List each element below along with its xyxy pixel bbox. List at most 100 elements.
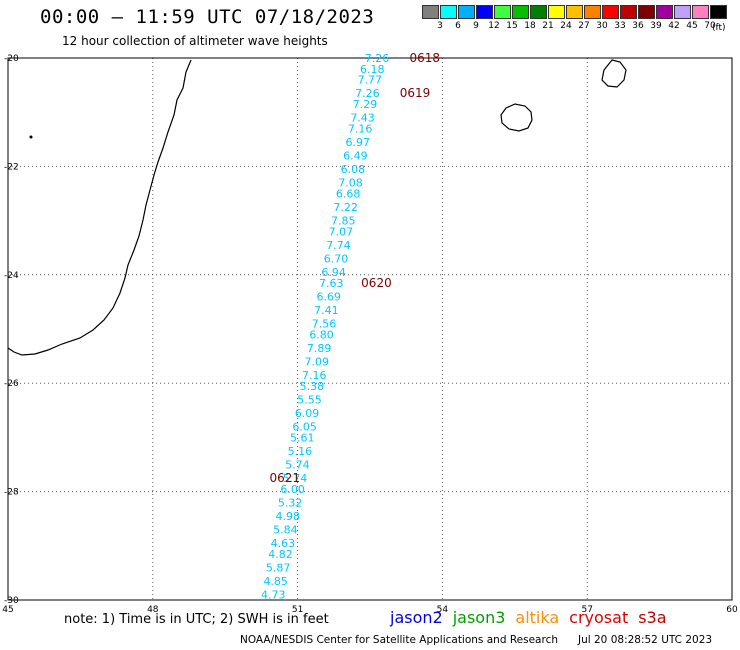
- wave-height-value: 7.22: [333, 201, 358, 214]
- legend-swatch: [602, 5, 619, 19]
- legend-labels: 3 6 9 12 15 18 21 24 27 30 33 36 39 42 45 70: [422, 19, 740, 33]
- legend-swatch: [422, 5, 439, 19]
- wave-height-value: 5.74: [283, 472, 308, 485]
- altimeter-track: 7.266.187.777.267.297.437.166.976.496.08…: [261, 52, 389, 602]
- legend-label: 33: [614, 21, 626, 31]
- islet-marker: [29, 135, 33, 139]
- legend-swatch: [710, 5, 727, 19]
- legend-swatch: [692, 5, 709, 19]
- lat-tick-label: -30: [4, 596, 19, 606]
- wave-height-value: 7.77: [358, 74, 383, 87]
- wave-height-value: 7.26: [355, 87, 380, 100]
- date-label: 0620: [361, 276, 392, 290]
- map-frame: [7, 57, 733, 601]
- legend-label: 70: [704, 21, 716, 31]
- wave-height-value: 7.07: [329, 225, 354, 238]
- date-label: 0621: [269, 471, 300, 485]
- legend-swatch: [548, 5, 565, 19]
- wave-height-value: 7.63: [319, 277, 344, 290]
- madagascar-coastline: [7, 59, 192, 356]
- lon-tick-label: 48: [147, 605, 159, 615]
- wave-height-value: 7.08: [338, 177, 363, 190]
- lon-tick-label: 51: [292, 605, 303, 615]
- satellite-name: s3a: [638, 608, 667, 627]
- legend-swatch: [656, 5, 673, 19]
- coastline: [7, 59, 627, 356]
- wave-height-value: 7.16: [348, 122, 373, 135]
- color-legend: 3 6 9 12 15 18 21 24 27 30 33 36 39 42 45 70 (ft): [422, 5, 740, 33]
- wave-height-value: 5.61: [290, 431, 315, 444]
- legend-label: 45: [686, 21, 698, 31]
- axis-labels: 45 48 51 54 57 60 -20 -22 -24 -26 -28 -30: [2, 54, 738, 615]
- wave-height-value: 6.00: [280, 483, 305, 496]
- wave-height-value: 5.55: [297, 393, 322, 406]
- wave-height-value: 7.26: [365, 52, 390, 65]
- wave-height-value: 4.73: [261, 589, 286, 602]
- legend-swatch: [674, 5, 691, 19]
- wave-height-value: 7.89: [307, 342, 332, 355]
- legend-label: 15: [506, 21, 518, 31]
- wave-height-value: 6.70: [324, 253, 349, 266]
- wave-height-value: 7.56: [312, 318, 337, 331]
- legend-unit: (ft): [712, 23, 726, 33]
- wave-height-value: 4.85: [263, 575, 288, 588]
- legend-label: 39: [650, 21, 662, 31]
- wave-height-value: 7.43: [350, 112, 375, 125]
- wave-height-value: 6.80: [309, 328, 334, 341]
- date-labels: 0618 0619 0620 0621: [269, 51, 440, 485]
- footer-credit: NOAA/NESDIS Center for Satellite Applica…: [240, 634, 712, 646]
- page-title: 00:00 – 11:59 UTC 07/18/2023: [40, 6, 375, 28]
- legend-swatches: [422, 5, 740, 19]
- wave-height-value: 6.18: [360, 63, 385, 76]
- legend-label: 36: [632, 21, 644, 31]
- legend-swatch: [458, 5, 475, 19]
- legend-swatch: [620, 5, 637, 19]
- wave-height-value: 5.32: [278, 496, 303, 509]
- satellite-name: altika: [515, 608, 560, 627]
- legend-label: 18: [524, 21, 536, 31]
- legend-swatch: [566, 5, 583, 19]
- wave-height-value: 6.69: [317, 290, 342, 303]
- lat-tick-label: -28: [4, 488, 19, 498]
- date-label: 0618: [409, 51, 440, 65]
- wave-height-value: 7.85: [331, 215, 356, 228]
- legend-label: 42: [668, 21, 680, 31]
- legend-swatch: [530, 5, 547, 19]
- footer-timestamp: Jul 20 08:28:52 UTC 2023: [578, 634, 713, 646]
- wave-height-value: 7.29: [353, 98, 378, 111]
- lat-tick-label: -24: [4, 271, 19, 281]
- legend-swatch: [512, 5, 529, 19]
- satellite-name: cryosat: [569, 608, 629, 627]
- legend-label: 27: [578, 21, 590, 31]
- legend-label: 6: [455, 21, 461, 31]
- satellite-name: jason2: [390, 608, 443, 627]
- wave-height-value: 5.87: [266, 561, 291, 574]
- wave-height-value: 7.41: [314, 304, 339, 317]
- lon-tick-label: 57: [581, 605, 592, 615]
- legend-swatch: [638, 5, 655, 19]
- map-grid: [8, 58, 732, 600]
- lon-tick-label: 45: [2, 605, 13, 615]
- satellite-name: jason3: [452, 608, 506, 627]
- wave-height-value: 6.05: [292, 421, 317, 434]
- wave-height-value: 5.84: [273, 524, 298, 537]
- legend-swatch: [476, 5, 493, 19]
- wave-height-value: 7.09: [304, 356, 329, 369]
- wave-height-value: 5.38: [300, 380, 325, 393]
- legend-swatch: [494, 5, 511, 19]
- date-label: 0619: [400, 86, 431, 100]
- wave-height-value: 6.94: [321, 266, 346, 279]
- wave-height-value: 7.16: [302, 369, 327, 382]
- page-subtitle: 12 hour collection of altimeter wave hei…: [62, 34, 328, 48]
- legend-label: 9: [473, 21, 479, 31]
- mauritius-island: [601, 59, 627, 88]
- wave-height-value: 4.63: [271, 537, 296, 550]
- reunion-island: [500, 103, 533, 132]
- satellite-legend: jason2 jason3 altika cryosat s3a: [390, 608, 677, 627]
- lat-tick-label: -20: [4, 54, 19, 64]
- lon-tick-label: 60: [726, 605, 738, 615]
- wave-height-value: 4.98: [276, 510, 301, 523]
- wave-height-value: 6.68: [336, 188, 361, 201]
- wave-height-value: 6.97: [346, 136, 371, 149]
